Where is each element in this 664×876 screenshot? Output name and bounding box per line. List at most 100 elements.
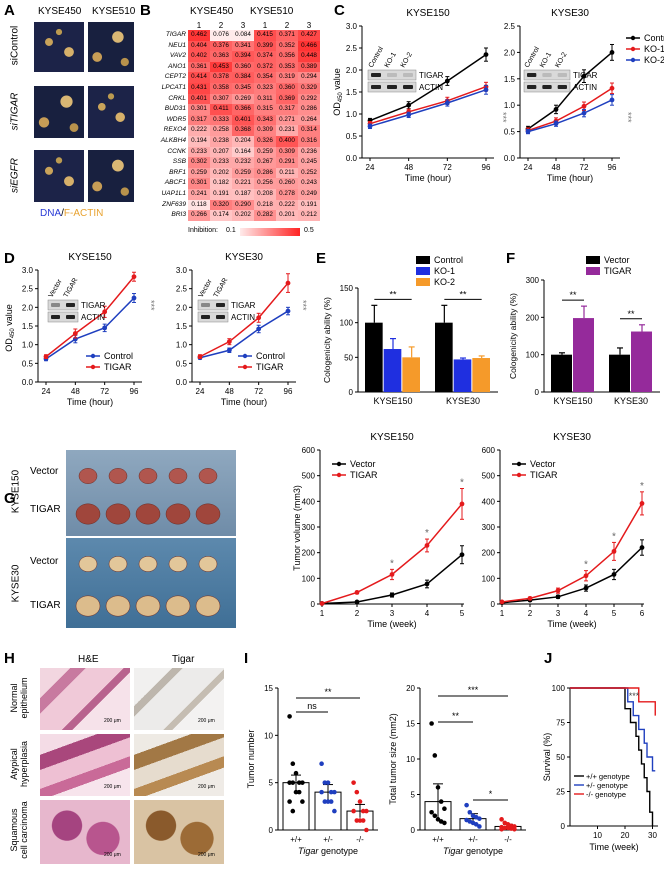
- heatmap-cell: 0.233: [188, 146, 210, 158]
- y-tick-label: 2.0: [346, 66, 358, 75]
- data-point: [357, 818, 363, 823]
- series-line: [501, 546, 643, 604]
- heatmap-cell: 0.182: [210, 178, 232, 189]
- legend-label: KO-1: [434, 266, 455, 276]
- data-point: [290, 761, 296, 767]
- x-tick-label: KYSE30: [614, 396, 648, 406]
- tumor: [75, 595, 101, 617]
- heatmap-cell: 0.291: [276, 157, 298, 168]
- blot-row-label: TIGAR: [573, 71, 598, 80]
- blot-row-label: ACTIN: [419, 83, 443, 92]
- x-tick-label: 48: [552, 163, 561, 172]
- blot-band: [216, 303, 225, 307]
- heatmap-cell: 0.384: [232, 72, 254, 83]
- heatmap-cell: 0.368: [232, 125, 254, 136]
- y-tick-label: 1.0: [346, 110, 358, 119]
- bar: [472, 358, 490, 392]
- x-tick-label: 20: [621, 831, 630, 840]
- survival-curve: [570, 687, 654, 826]
- heatmap-cell: 0.258: [210, 125, 232, 136]
- heatmap-cell: 0.245: [298, 157, 320, 168]
- tumor: [168, 556, 188, 572]
- x-tick-label: 24: [42, 387, 51, 396]
- blot-band: [542, 73, 552, 77]
- data-point: [102, 309, 108, 315]
- blot-band: [66, 315, 75, 319]
- legend-label: KO-2: [644, 55, 664, 65]
- heatmap-cell: 0.118: [188, 199, 210, 211]
- heatmap-cell: 0.356: [276, 51, 298, 62]
- x-tick-label: 96: [284, 387, 293, 396]
- tumor: [135, 595, 161, 617]
- panel-f: F 0 100 200 300 KYSE150 ** KYSE30 ** Cologenicit…: [502, 248, 664, 418]
- data-point: [287, 780, 292, 785]
- heatmap-cell: 0.354: [254, 72, 276, 83]
- x-tick-label: 5: [612, 609, 617, 618]
- x-tick-label: +/-: [323, 835, 333, 844]
- tumor: [78, 468, 98, 484]
- tumor: [75, 503, 101, 525]
- x-tick-label: +/+: [432, 835, 444, 844]
- panel-h: H H&E Tigar Normal epithelium Atypical h…: [0, 648, 240, 871]
- data-point: [459, 552, 465, 558]
- blot-row-label: TIGAR: [231, 301, 256, 310]
- significance: ***: [298, 300, 308, 311]
- data-point: [583, 573, 589, 579]
- heatmap-gene-label: CCNK: [167, 147, 186, 155]
- x-tick-label: 48: [71, 387, 80, 396]
- data-point: [290, 780, 296, 785]
- heatmap-cell: 0.222: [276, 199, 298, 211]
- significance: ***: [629, 691, 640, 701]
- y-tick-label: 10: [406, 755, 415, 764]
- y-axis-label: Survival (%): [542, 733, 552, 782]
- panel-e: E 0 50 100 150 KYSE150 ** KYSE30 ** Cologenicity…: [312, 248, 502, 418]
- heatmap-cell: 0.394: [232, 51, 254, 62]
- significance: ***: [468, 685, 479, 695]
- blot-column-label: TIGAR: [213, 277, 230, 299]
- data-point: [287, 799, 292, 804]
- y-tick-label: 100: [340, 319, 354, 328]
- heatmap-cell: 0.294: [298, 72, 320, 83]
- heatmap-cell: 0.309: [276, 146, 298, 158]
- data-point: [527, 595, 533, 601]
- data-point: [287, 714, 292, 719]
- heatmap-scale-label: Inhibition:: [188, 226, 218, 234]
- y-axis-label: Cologenicity ability (%): [322, 297, 332, 383]
- heatmap-gene-label: CEPT2: [164, 73, 186, 81]
- panel-b: B KYSE450 KYSE510 1 2 3 1 2 3 TIGAR 0.462 0.076 0…: [140, 0, 330, 240]
- data-point: [285, 280, 291, 286]
- blot-band: [387, 85, 397, 89]
- y-tick-label: 0.0: [504, 154, 516, 163]
- y-tick-label: 0: [535, 388, 540, 397]
- chart-d: 0.0 0.5 1.0 1.5 2.0 2.5 3.0 24 48 72 96 KYSE150 Time…: [4, 252, 308, 407]
- y-tick-label: 500: [482, 472, 496, 481]
- data-point: [499, 599, 505, 605]
- heatmap-cell: 0.292: [298, 93, 320, 105]
- data-point: [442, 820, 447, 826]
- panel-g: G KYSE150 KYSE30 Vector TIGAR Vector TIG…: [0, 428, 664, 638]
- micrograph-510-siegfr: [88, 150, 134, 202]
- y-tick-label: 2.5: [504, 22, 516, 31]
- data-point: [290, 808, 296, 814]
- micrograph-510-sitigar: [88, 86, 134, 138]
- row-label-siegfr: siEGFR: [9, 158, 21, 193]
- h-col-tigar: Tigar: [172, 654, 195, 665]
- data-point: [467, 809, 473, 815]
- heatmap-rep-label: 1: [262, 21, 268, 30]
- blot-strip: [47, 299, 79, 311]
- panel-c: C 0.0 0.5 1.0 1.5 2.0 2.5 3.0 24 48 72 96 KYSE150 Ti…: [330, 0, 664, 190]
- data-point: [319, 789, 324, 795]
- heatmap-cell: 0.371: [276, 30, 298, 41]
- tumor: [168, 468, 188, 484]
- histo-he-atypical: [40, 734, 130, 796]
- bar: [365, 322, 383, 392]
- panel-label-d: D: [4, 250, 15, 267]
- data-point: [328, 789, 334, 795]
- data-point: [322, 780, 328, 785]
- significance: ***: [146, 300, 156, 311]
- legend-factin: F-ACTIN: [63, 208, 104, 219]
- legend-label: +/- genotype: [586, 781, 628, 790]
- significance: **: [324, 687, 332, 697]
- x-axis-label: Time (week): [547, 619, 596, 629]
- blot-column-label: KO-2: [400, 51, 414, 69]
